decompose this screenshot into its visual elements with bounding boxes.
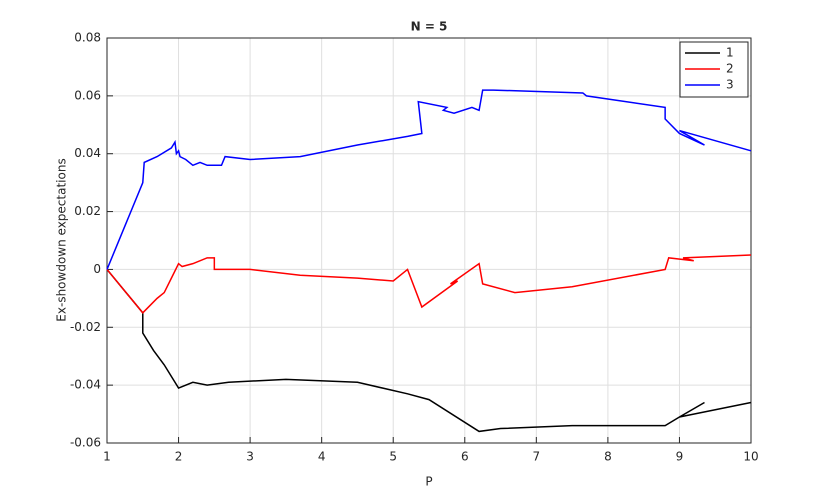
y-tick-label: 0.08	[74, 31, 101, 45]
y-tick-label: -0.06	[70, 436, 101, 450]
y-tick-label: -0.02	[70, 320, 101, 334]
x-tick-label: 9	[676, 450, 684, 464]
series-line	[106, 89, 752, 270]
x-tick-label: 4	[318, 450, 326, 464]
y-tick-label: -0.04	[70, 378, 101, 392]
x-tick-label: 3	[246, 450, 254, 464]
x-tick-label: 5	[389, 450, 397, 464]
axes-box	[106, 37, 752, 444]
x-tick-label: 1	[103, 450, 111, 464]
x-tick-label: 6	[461, 450, 469, 464]
series-line	[106, 268, 752, 433]
x-tick-label: 8	[604, 450, 612, 464]
legend-label: 3	[726, 78, 734, 92]
x-tick-label: 10	[743, 450, 758, 464]
y-tick-label: 0.04	[74, 146, 101, 160]
chart-title: N = 5	[411, 20, 448, 34]
y-tick-label: 0.06	[74, 88, 101, 102]
y-tick-label: 0	[93, 262, 101, 276]
legend-label: 2	[726, 62, 734, 76]
x-tick-label: 2	[175, 450, 183, 464]
y-axis-label: Ex-showdown expectations	[55, 158, 69, 321]
y-tick-label: 0.02	[74, 204, 101, 218]
x-axis-label: P	[425, 475, 432, 489]
legend-label: 1	[726, 46, 734, 60]
x-tick-label: 7	[533, 450, 541, 464]
series-line	[106, 254, 752, 314]
